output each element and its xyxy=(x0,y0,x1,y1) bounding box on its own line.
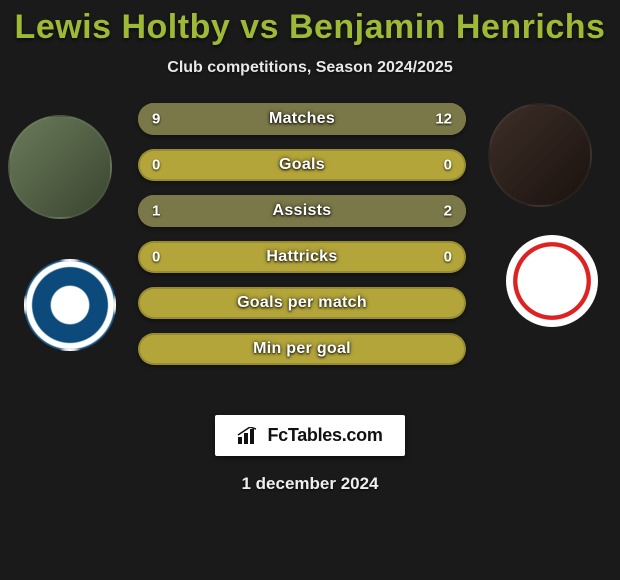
stat-value-left: 0 xyxy=(152,157,160,174)
page-title: Lewis Holtby vs Benjamin Henrichs xyxy=(0,8,620,47)
club-left-badge xyxy=(24,259,116,351)
stat-rows: 912Matches00Goals12Assists00HattricksGoa… xyxy=(138,103,466,379)
stat-value-right: 0 xyxy=(444,249,452,266)
bar-chart-icon xyxy=(237,427,261,445)
player-left-avatar xyxy=(8,115,112,219)
stat-label: Assists xyxy=(272,202,331,220)
stat-row: 9 12 Matches xyxy=(138,103,466,135)
brand-text: FcTables.com xyxy=(267,425,382,446)
stat-row: 1 2 Assists xyxy=(138,195,466,227)
stat-value-right: 2 xyxy=(444,203,452,220)
stat-value-right: 12 xyxy=(435,111,452,128)
stat-value-left: 1 xyxy=(152,203,160,220)
stat-row: 0 0 Hattricks xyxy=(138,241,466,273)
comparison-panel: 912Matches00Goals12Assists00HattricksGoa… xyxy=(0,107,620,407)
stat-value-right: 0 xyxy=(444,157,452,174)
stat-row: Min per goal xyxy=(138,333,466,365)
stat-label: Hattricks xyxy=(266,248,337,266)
stat-row: Goals per match xyxy=(138,287,466,319)
snapshot-date: 1 december 2024 xyxy=(0,474,620,494)
stat-label: Goals xyxy=(279,156,325,174)
club-right-badge xyxy=(506,235,598,327)
page-subtitle: Club competitions, Season 2024/2025 xyxy=(0,59,620,77)
stat-label: Matches xyxy=(269,110,335,128)
brand-badge: FcTables.com xyxy=(215,415,404,456)
stat-row: 0 0 Goals xyxy=(138,149,466,181)
stat-value-left: 0 xyxy=(152,249,160,266)
player-right-avatar xyxy=(488,103,592,207)
stat-label: Goals per match xyxy=(237,294,367,312)
stat-label: Min per goal xyxy=(253,340,351,358)
stat-value-left: 9 xyxy=(152,111,160,128)
